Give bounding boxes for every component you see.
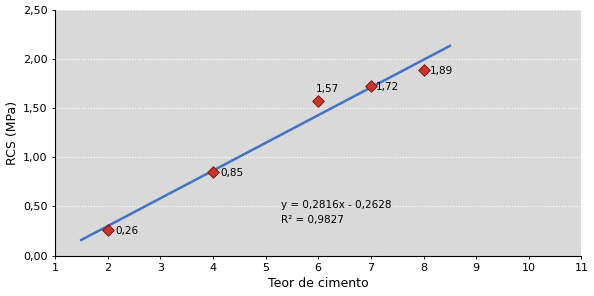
Y-axis label: RCS (MPa): RCS (MPa) bbox=[5, 101, 18, 165]
Point bbox=[103, 228, 112, 232]
Text: 1,89: 1,89 bbox=[430, 65, 453, 75]
Text: 1,57: 1,57 bbox=[315, 84, 339, 94]
Text: R² = 0,9827: R² = 0,9827 bbox=[282, 215, 345, 225]
Text: 0,85: 0,85 bbox=[221, 168, 244, 178]
Text: y = 0,2816x - 0,2628: y = 0,2816x - 0,2628 bbox=[282, 200, 392, 210]
Text: 1,72: 1,72 bbox=[376, 82, 399, 92]
X-axis label: Teor de cimento: Teor de cimento bbox=[268, 277, 368, 290]
Point bbox=[208, 170, 217, 174]
Text: 0,26: 0,26 bbox=[115, 226, 138, 236]
Point bbox=[314, 99, 323, 104]
Point bbox=[366, 84, 375, 89]
Point bbox=[419, 67, 428, 72]
